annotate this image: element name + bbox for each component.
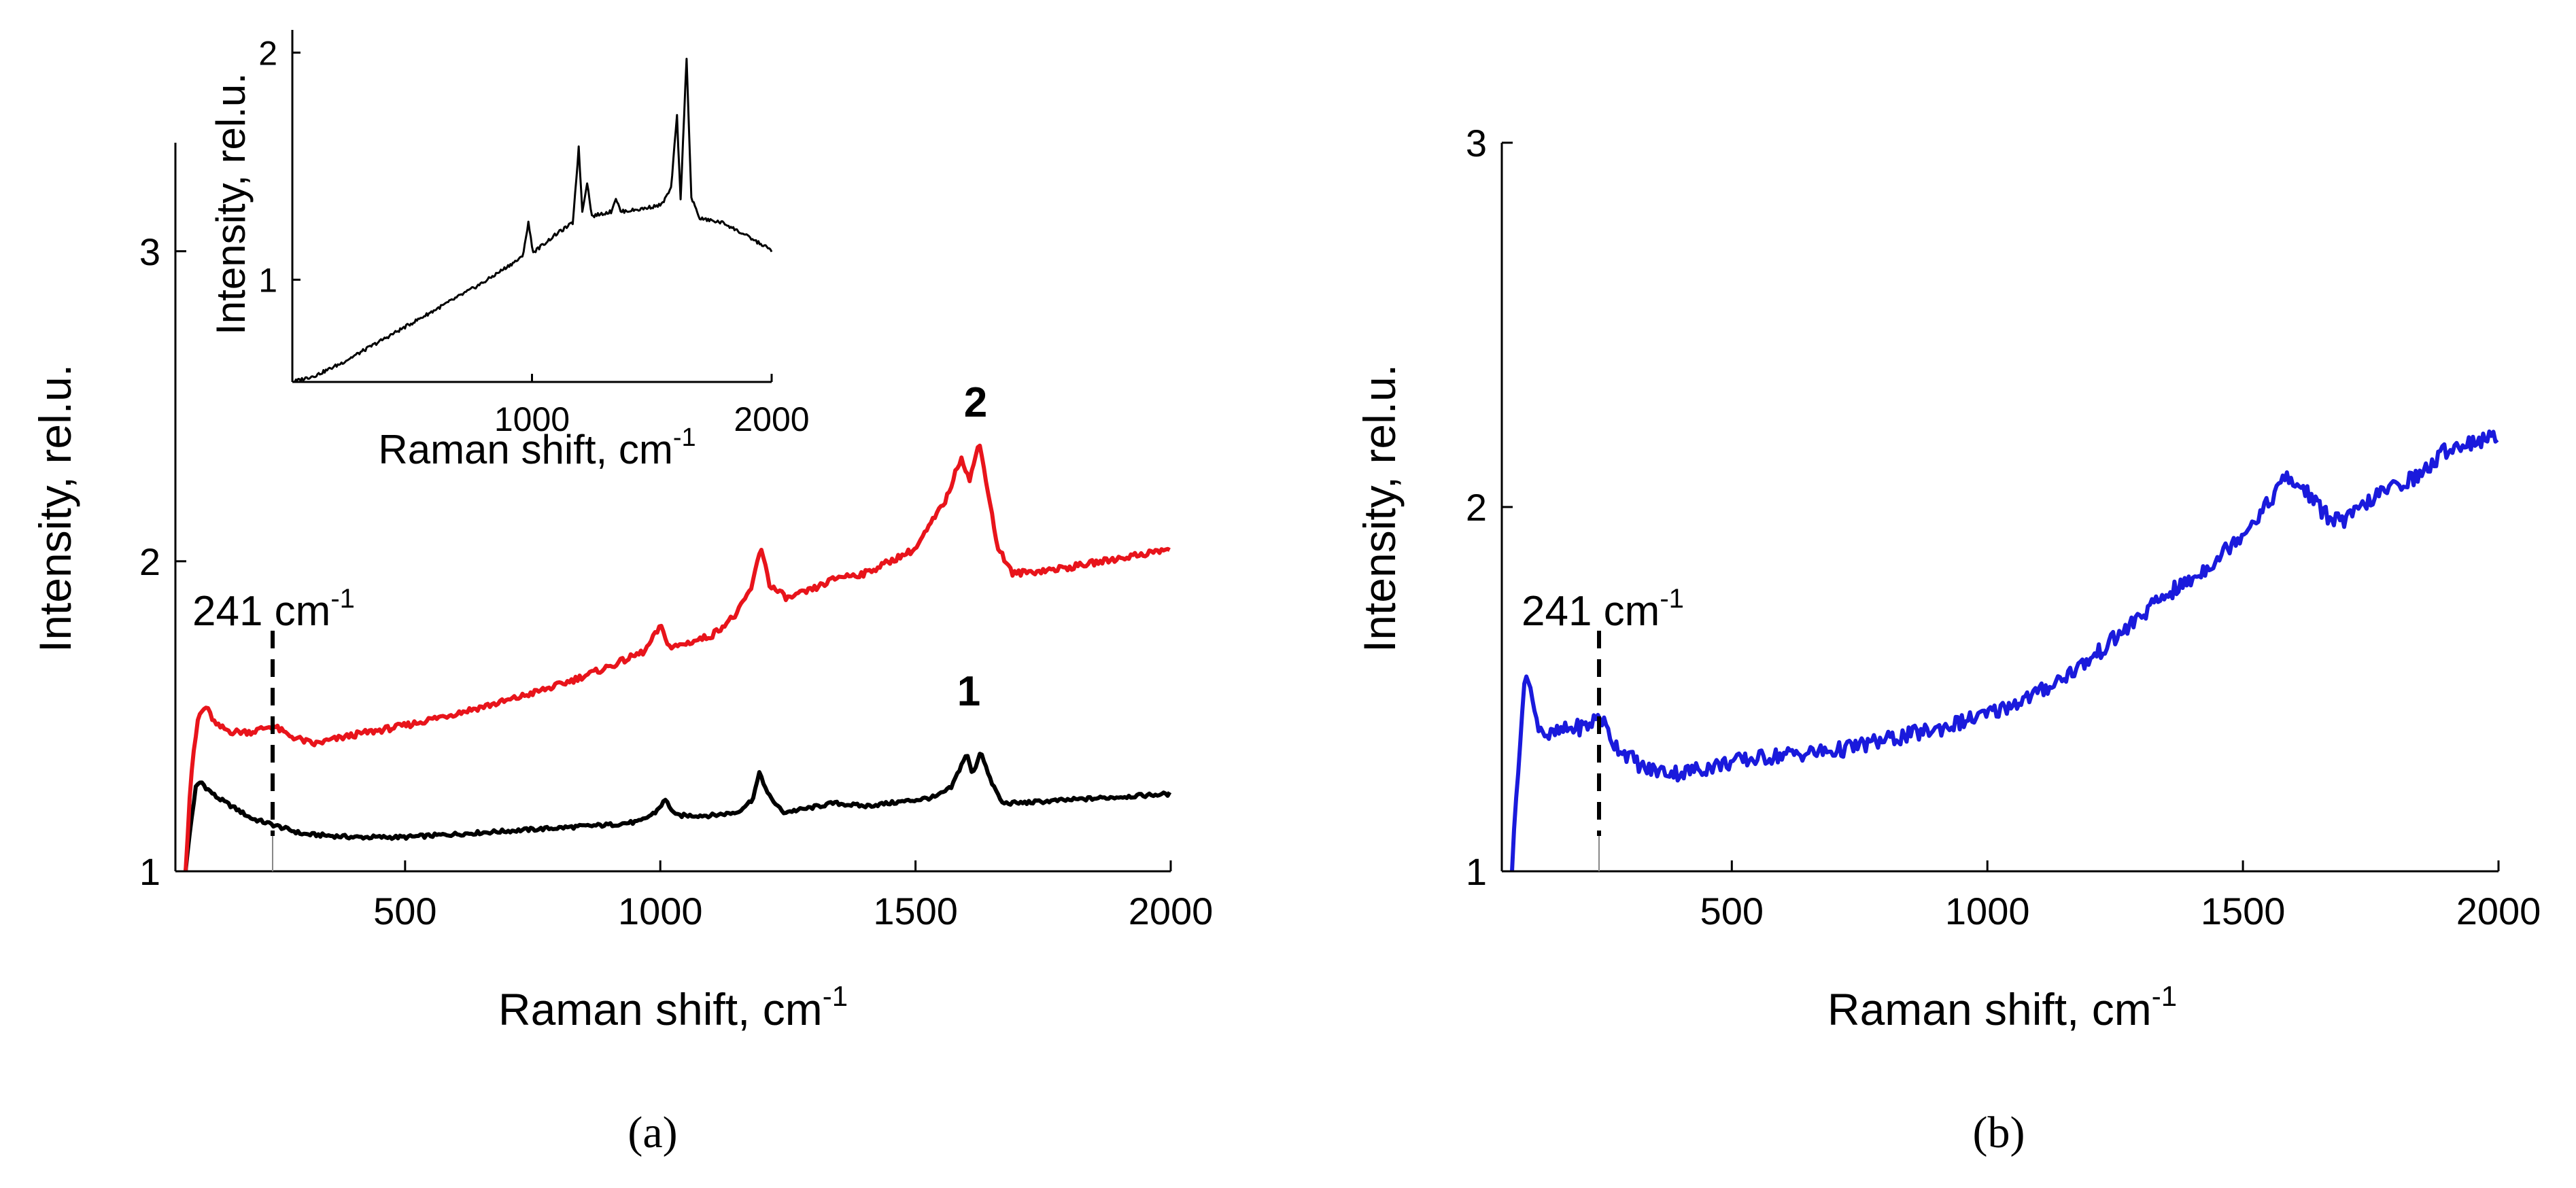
panel-a-series-2-line [184,443,1171,872]
series-1-label: 1 [957,668,980,715]
panel-a-x-tick-label: 500 [373,890,436,932]
panel-b-y-tick-label: 3 [1466,122,1487,164]
inset-x-label: Raman shift, cm-1 [378,423,695,472]
panel-b-y-tick-label: 1 [1466,850,1487,893]
panel-b-series-b-line [1510,429,2499,872]
panel-b-x-tick-label: 1500 [2201,890,2286,932]
panel-b-y-tick-label: 2 [1466,486,1487,529]
panel-a-y-tick-label: 2 [139,540,160,583]
panel-a-y-tick-label: 3 [139,230,160,273]
panel-a-x-tick-label: 1000 [618,890,703,932]
panel-a-y-label: Intensity, rel.u. [30,364,80,652]
panel-a-series-1-line [184,752,1172,872]
inset-series-inset-line [292,58,773,383]
panel-a-x-label: Raman shift, cm-1 [498,980,848,1034]
panel-a-chart: 500 1000 1500 2000 1 2 3 241 cm-1 Raman shift… [30,30,1213,1157]
panel-a-x-tick-label: 2000 [1129,890,1214,932]
panel-b-x-label: Raman shift, cm-1 [1827,980,2177,1034]
panel-a-y-tick-label: 1 [139,850,160,893]
panel-b-y-label: Intensity, rel.u. [1354,364,1405,652]
panel-a-annotation: 241 cm-1 [192,584,355,635]
panel-b-x-tick-label: 500 [1700,890,1764,932]
panel-a-x-tick-label: 1500 [873,890,958,932]
inset-x-tick-label: 1000 [494,400,570,438]
inset-x-tick-label: 2000 [734,400,809,438]
panel-a-inset: 1000 2000 1 2 Raman shift, cm-1 Intensity,… [208,30,810,472]
panel-b-label: (b) [1973,1108,2025,1157]
panel-b-x-tick-label: 2000 [2456,890,2541,932]
panel-b-annotation: 241 cm-1 [1522,584,1684,635]
inset-y-tick-label: 1 [258,262,277,300]
panel-a-label: (a) [628,1108,677,1157]
inset-y-tick-label: 2 [258,34,277,72]
inset-y-label: Intensity, rel.u. [208,73,254,335]
panel-b-x-tick-label: 1000 [1945,890,2030,932]
panel-b-chart: 500 1000 1500 2000 1 2 3 241 cm-1 Raman shift… [1354,122,2541,1157]
series-2-label: 2 [964,379,987,426]
